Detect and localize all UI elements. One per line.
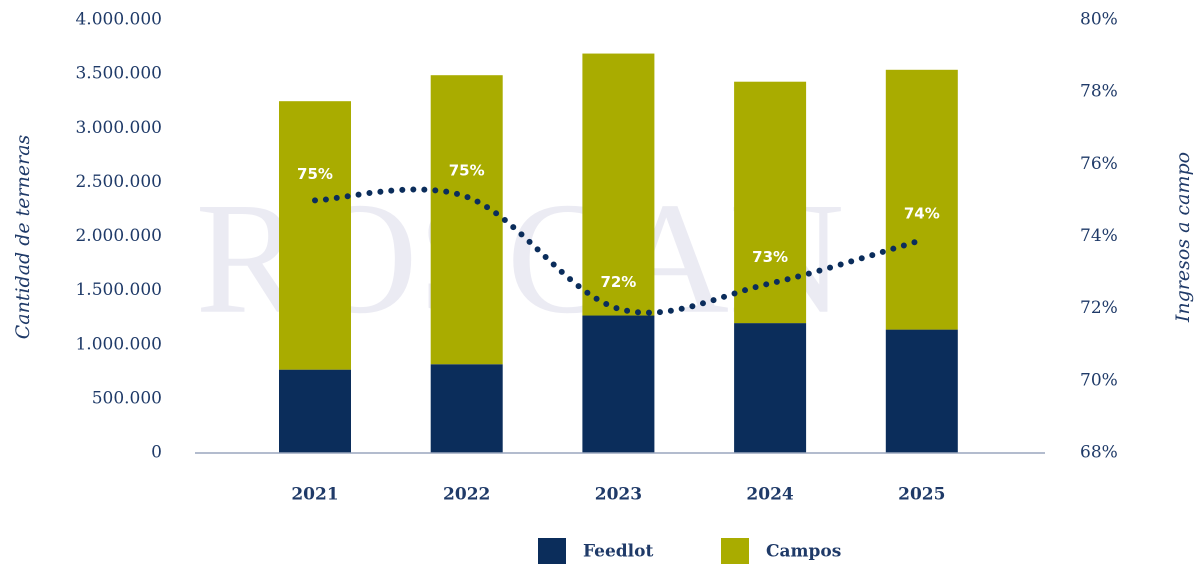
data-label: 74% (904, 205, 940, 223)
y-tick-label: 1.000.000 (75, 334, 162, 354)
y-tick-label: 3.500.000 (75, 64, 162, 84)
bar-segment (279, 370, 351, 453)
bar-segment (431, 364, 503, 453)
data-label: 75% (297, 165, 333, 183)
y2-axis-title: Ingresos a campo (1172, 152, 1194, 323)
legend-swatch (721, 538, 749, 564)
x-tick-label: 2022 (443, 485, 490, 505)
y2-tick-label: 70% (1080, 370, 1118, 390)
y-tick-label: 4.000.000 (75, 10, 162, 30)
y-tick-label: 500.000 (92, 388, 162, 408)
x-tick-label: 2025 (898, 485, 945, 505)
bar-segment (279, 101, 351, 369)
y-tick-label: 2.000.000 (75, 226, 162, 246)
bar-segment (431, 75, 503, 364)
y2-tick-label: 76% (1080, 154, 1118, 174)
bar-segment (886, 70, 958, 330)
bar-segment (582, 316, 654, 453)
y-axis-title: Cantidad de terneras (12, 134, 34, 339)
legend-label: Campos (766, 542, 841, 562)
y2-tick-label: 74% (1080, 226, 1118, 246)
legend-label: Feedlot (583, 542, 653, 562)
chart: Cantidad de terneras Ingresos a campo RO… (0, 0, 1204, 565)
x-tick-label: 2024 (746, 485, 793, 505)
x-tick-label: 2021 (291, 485, 338, 505)
data-label: 72% (600, 273, 636, 291)
legend-swatch (538, 538, 566, 564)
data-label: 73% (752, 248, 788, 266)
y-tick-label: 0 (151, 443, 162, 463)
y-tick-label: 2.500.000 (75, 172, 162, 192)
bar-segment (886, 330, 958, 453)
y2-tick-label: 80% (1080, 10, 1118, 30)
y-tick-label: 1.500.000 (75, 280, 162, 300)
y2-tick-label: 68% (1080, 443, 1118, 463)
y-tick-label: 3.000.000 (75, 118, 162, 138)
y2-tick-label: 78% (1080, 82, 1118, 102)
data-label: 75% (449, 161, 485, 179)
x-tick-label: 2023 (595, 485, 642, 505)
y2-tick-label: 72% (1080, 298, 1118, 318)
bar-segment (734, 323, 806, 453)
bar-segment (734, 82, 806, 323)
